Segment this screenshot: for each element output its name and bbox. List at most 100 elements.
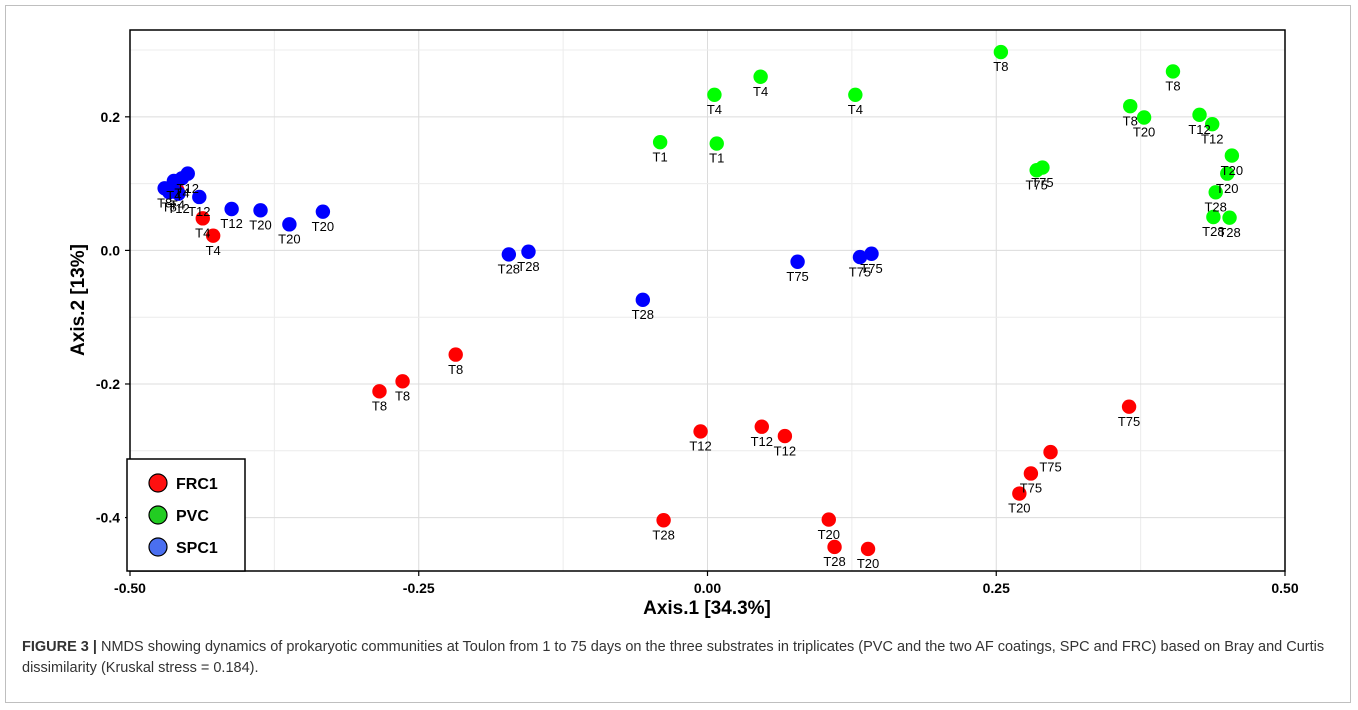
point-label: T8 xyxy=(372,399,387,414)
point-label: T20 xyxy=(1008,501,1030,516)
point-label: T28 xyxy=(1218,225,1240,240)
x-tick-label: 0.00 xyxy=(694,580,721,596)
legend-label-frc1: FRC1 xyxy=(176,476,218,493)
data-point-frc1 xyxy=(754,419,769,434)
point-label: T75 xyxy=(1039,459,1061,474)
data-point-frc1 xyxy=(205,228,221,243)
data-point-spc1 xyxy=(790,254,805,269)
legend-marker-frc1 xyxy=(148,473,168,493)
data-points xyxy=(157,44,1240,557)
legend-marker-spc1 xyxy=(148,537,168,557)
data-point-spc1 xyxy=(171,186,186,201)
point-label: T4 xyxy=(848,102,863,117)
point-label: T28 xyxy=(1202,224,1224,239)
data-point-pvc xyxy=(1205,116,1220,132)
data-point-frc1 xyxy=(777,428,793,444)
point-label: T12 xyxy=(167,201,189,216)
point-label: T20 xyxy=(249,218,271,233)
data-point-pvc xyxy=(709,136,724,151)
x-tick-label: -0.25 xyxy=(403,580,435,596)
point-label: T12 xyxy=(1188,122,1210,137)
point-label: T8 xyxy=(395,389,410,404)
legend-label-pvc: PVC xyxy=(176,508,209,525)
point-label: T28 xyxy=(1204,200,1226,215)
data-point-frc1 xyxy=(372,384,387,399)
y-axis-title: Axis.2 [13%] xyxy=(68,244,89,356)
point-label: T12 xyxy=(220,216,242,231)
point-label: T28 xyxy=(517,259,539,274)
point-label: T75 xyxy=(1031,175,1053,190)
data-point-frc1 xyxy=(395,374,410,389)
axis-ticks: -0.50 -0.25 0.00 0.25 0.50 -0.4 -0.2 0.0 0.2 xyxy=(96,109,1299,596)
point-label: T4 xyxy=(170,197,185,212)
data-point-pvc xyxy=(1192,107,1207,123)
point-label: T28 xyxy=(823,554,845,569)
data-point-pvc xyxy=(1222,210,1237,225)
data-point-spc1 xyxy=(864,246,879,261)
x-axis-title: Axis.1 [34.3%] xyxy=(643,598,771,619)
data-point-spc1 xyxy=(180,166,195,181)
data-point-frc1 xyxy=(827,539,842,555)
data-point-frc1 xyxy=(1012,486,1027,501)
point-label: T4 xyxy=(707,102,722,117)
point-label: T8 xyxy=(993,59,1008,74)
caption-text: NMDS showing dynamics of prokaryotic com… xyxy=(22,639,1325,676)
point-label: T1 xyxy=(653,149,668,164)
point-label: T75 xyxy=(849,264,871,279)
point-label: T28 xyxy=(632,307,654,322)
data-point-frc1 xyxy=(656,513,671,528)
point-label: T75 xyxy=(786,269,808,284)
legend-box xyxy=(126,458,246,572)
data-point-frc1 xyxy=(693,424,708,439)
data-point-spc1 xyxy=(521,244,536,259)
data-point-spc1 xyxy=(224,201,239,217)
point-label: T8 xyxy=(448,362,463,377)
point-label: T75 xyxy=(1025,177,1047,192)
y-tick-label: 0.2 xyxy=(101,109,121,125)
data-point-spc1 xyxy=(315,204,331,219)
figure-caption: FIGURE 3 | NMDS showing dynamics of prok… xyxy=(22,637,1342,679)
point-label: T8 xyxy=(1123,113,1138,128)
legend-marker-pvc xyxy=(148,505,168,525)
data-point-pvc xyxy=(1136,110,1152,125)
data-point-pvc xyxy=(1123,98,1138,114)
point-label: T20 xyxy=(312,219,334,234)
point-label: T12 xyxy=(751,434,773,449)
point-label: T12 xyxy=(177,181,199,196)
y-tick-label: 0.0 xyxy=(101,242,121,258)
data-point-pvc xyxy=(1208,185,1223,200)
legend: FRC1 PVC SPC1 xyxy=(126,458,246,572)
point-label: T75 xyxy=(1118,414,1140,429)
point-label: T12 xyxy=(188,204,210,219)
data-point-frc1 xyxy=(448,347,463,362)
point-label: T4 xyxy=(753,84,768,99)
x-tick-label: -0.50 xyxy=(114,580,146,596)
data-point-spc1 xyxy=(852,249,868,265)
data-point-pvc xyxy=(1220,166,1235,181)
point-label: T20 xyxy=(818,527,840,542)
data-point-pvc xyxy=(1224,148,1240,163)
point-label: T28 xyxy=(652,527,674,542)
point-label: T8 xyxy=(1165,79,1180,94)
y-tick-label: -0.4 xyxy=(96,510,120,526)
point-label: T20 xyxy=(278,232,300,247)
data-point-pvc xyxy=(1206,209,1221,225)
y-tick-label: -0.2 xyxy=(96,376,120,392)
data-point-frc1 xyxy=(195,211,210,226)
point-label: T4 xyxy=(195,226,210,241)
figure-frame xyxy=(5,5,1351,703)
data-point-spc1 xyxy=(192,189,207,205)
point-label: T4 xyxy=(174,185,189,200)
data-point-pvc xyxy=(652,135,668,150)
data-point-spc1 xyxy=(635,292,651,308)
data-point-frc1 xyxy=(1043,444,1058,460)
data-point-pvc xyxy=(707,87,722,102)
point-label: T75 xyxy=(1020,481,1042,496)
point-label: T20 xyxy=(1133,125,1155,140)
point-label: T1 xyxy=(709,151,724,166)
data-point-spc1 xyxy=(501,247,517,262)
caption-label: FIGURE 3 | xyxy=(22,639,97,655)
point-label: T12 xyxy=(689,439,711,454)
legend-label-spc1: SPC1 xyxy=(176,540,218,557)
